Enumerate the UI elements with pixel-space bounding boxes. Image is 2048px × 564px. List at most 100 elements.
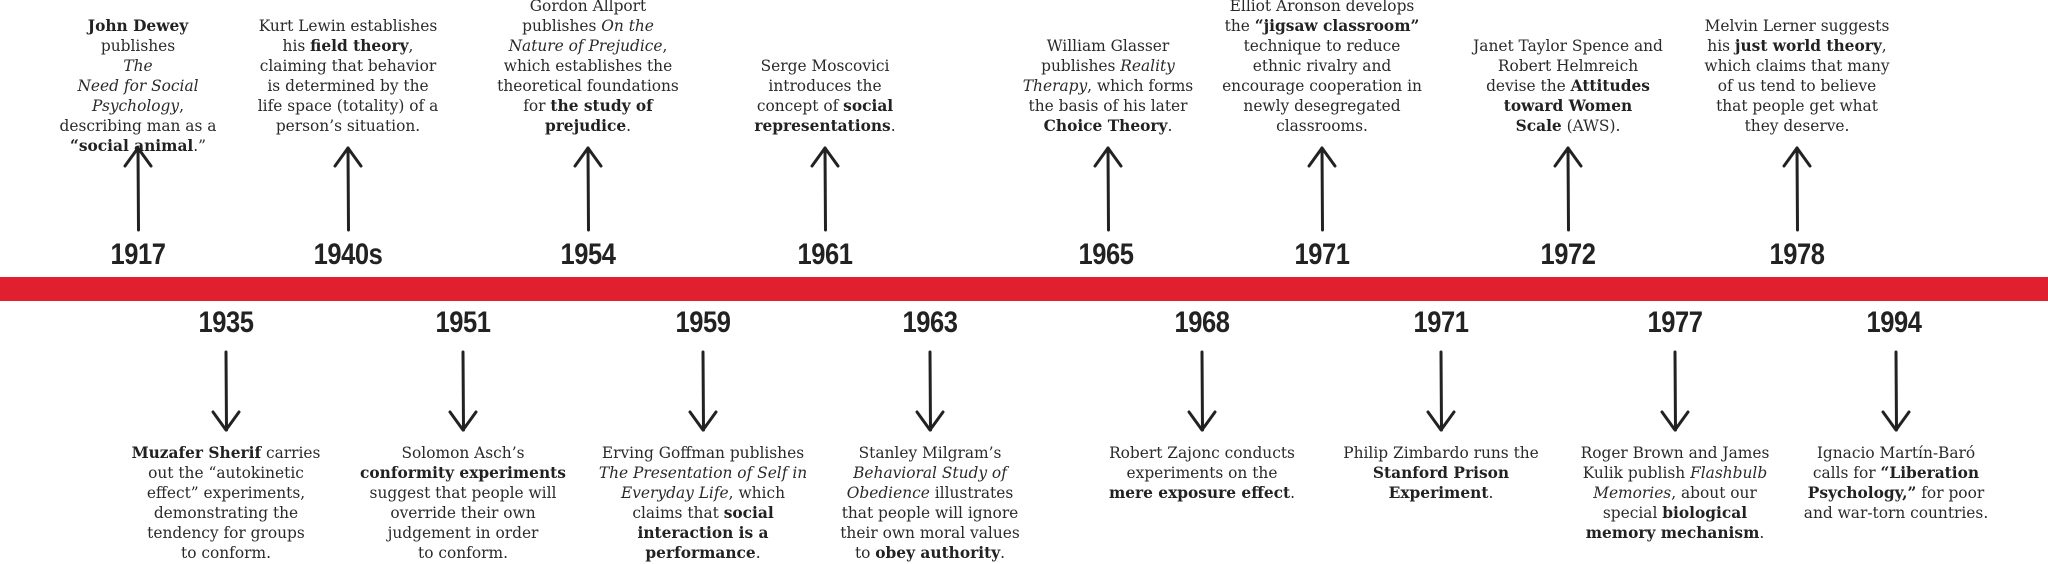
text: , (662, 37, 668, 55)
event-description-line: encourage cooperation in (1210, 76, 1435, 96)
bold-text: performance (645, 544, 756, 562)
arrow-up-icon (1553, 146, 1583, 232)
text: Ignacio Martín-Baró (1816, 444, 1976, 462)
event-description-line: claiming that behavior (248, 56, 448, 76)
event-description-line: William Glasser (1008, 36, 1208, 56)
italic-text: Everyday Life (621, 484, 729, 502)
text: that people will ignore (841, 504, 1019, 522)
event-year: 1954 (560, 238, 616, 271)
event-description: Solomon Asch’s conformity experiments sugg… (348, 443, 578, 563)
event-description-line: which establishes the (483, 56, 693, 76)
event-description-line: calls for “Liberation (1796, 463, 1996, 483)
event-description-line: The (53, 56, 223, 76)
text: theoretical foundations (497, 77, 679, 95)
text: Gordon Allport (529, 0, 647, 15)
text: William Glasser (1046, 37, 1170, 55)
event-description-line: effect” experiments, (121, 483, 331, 503)
event-year: 1935 (198, 306, 254, 339)
event-description-line: Choice Theory. (1008, 116, 1208, 136)
arrow-down-icon (211, 350, 241, 432)
event-description-line: tendency for groups (121, 523, 331, 543)
text: . (1759, 524, 1765, 542)
event-description-line: Kulik publish Flashbulb (1568, 463, 1783, 483)
event-description-line: person’s situation. (248, 116, 448, 136)
event-description-line: to conform. (121, 543, 331, 563)
event-description-line: theoretical foundations (483, 76, 693, 96)
text: encourage cooperation in (1222, 77, 1422, 95)
event-description-line: publishes Reality (1008, 56, 1208, 76)
text: , about our (1671, 484, 1757, 502)
text: introduces the (768, 77, 882, 95)
event-description: Elliot Aronson develops the “jigsaw class… (1210, 0, 1435, 136)
event-description-line: claims that social (588, 503, 818, 523)
text: Stanley Milgram’s (858, 444, 1002, 462)
text: claiming that behavior (259, 57, 437, 75)
event-description-line: override their own (348, 503, 578, 523)
event-description-line: performance. (588, 543, 818, 563)
text: , (408, 37, 414, 55)
text: the basis of his later (1028, 97, 1188, 115)
bold-text: “Liberation (1880, 464, 1980, 482)
event-year: 1951 (435, 306, 491, 339)
bold-text: prejudice (544, 117, 627, 135)
text: publishes (1041, 57, 1121, 75)
event-description: Ignacio Martín-Baró calls for “Liberation… (1796, 443, 1996, 523)
bold-text: Muzafer Sherif (131, 444, 262, 462)
event-description-line: Memories, about our (1568, 483, 1783, 503)
event-description-line: classrooms. (1210, 116, 1435, 136)
italic-text: Reality (1120, 57, 1175, 75)
text: publishes (100, 37, 176, 55)
event-description-line: Janet Taylor Spence and (1461, 36, 1676, 56)
arrow-down-icon (1660, 350, 1690, 432)
event-description-line: his just world theory, (1692, 36, 1902, 56)
text: claims that (632, 504, 724, 522)
event-description: Janet Taylor Spence and Robert Helmreich d… (1461, 36, 1676, 136)
event-year: 1971 (1413, 306, 1469, 339)
text: . (1290, 484, 1296, 502)
event-description-line: Erving Goffman publishes (588, 443, 818, 463)
text: demonstrating the (153, 504, 299, 522)
bold-text: Experiment (1388, 484, 1489, 502)
event-description-line: Robert Zajonc conducts (1092, 443, 1312, 463)
event-description-line: Solomon Asch’s (348, 443, 578, 463)
event-description-line: Ignacio Martín-Baró (1796, 443, 1996, 463)
event-description-line: experiments on the (1092, 463, 1312, 483)
event-description-line: that people will ignore (825, 503, 1035, 523)
italic-text: The Presentation of Self in (598, 464, 808, 482)
arrow-down-icon (448, 350, 478, 432)
event-description: Stanley Milgram’s Behavioral Study of Obed… (825, 443, 1035, 563)
text: which establishes the (503, 57, 673, 75)
bold-text: social (843, 97, 894, 115)
event-year: 1940s (313, 238, 383, 271)
event-description: Erving Goffman publishes The Presentation… (588, 443, 818, 563)
bold-text: mere exposure effect (1108, 484, 1291, 502)
italic-text: Psychology (92, 97, 180, 115)
text: judgement in order (387, 524, 539, 542)
event-description-line: Obedience illustrates (825, 483, 1035, 503)
text: concept of (756, 97, 844, 115)
bold-text: John Dewey (87, 17, 189, 35)
arrow-down-icon (1187, 350, 1217, 432)
text: Solomon Asch’s (401, 444, 525, 462)
text: publishes (522, 17, 602, 35)
text: . (1167, 117, 1173, 135)
event-description-line: Everyday Life, which (588, 483, 818, 503)
text: Melvin Lerner suggests (1704, 17, 1890, 35)
event-description-line: describing man as a (53, 116, 223, 136)
event-year: 1959 (675, 306, 731, 339)
event-description-line: Experiment. (1336, 483, 1546, 503)
event-description-line: judgement in order (348, 523, 578, 543)
event-description-line: Robert Helmreich (1461, 56, 1676, 76)
text: newly desegregated (1243, 97, 1401, 115)
italic-text: Behavioral Study of (853, 464, 1007, 482)
text: technique to reduce (1243, 37, 1401, 55)
text: his (282, 37, 311, 55)
text: carries (261, 444, 321, 462)
text: illustrates (929, 484, 1014, 502)
event-description-line: Philip Zimbardo runs the (1336, 443, 1546, 463)
event-description-line: which claims that many (1692, 56, 1902, 76)
text: tendency for groups (147, 524, 305, 542)
event-description: William Glasser publishes Reality Therapy,… (1008, 36, 1208, 136)
text: ethnic rivalry and (1252, 57, 1392, 75)
event-description-line: to obey authority. (825, 543, 1035, 563)
